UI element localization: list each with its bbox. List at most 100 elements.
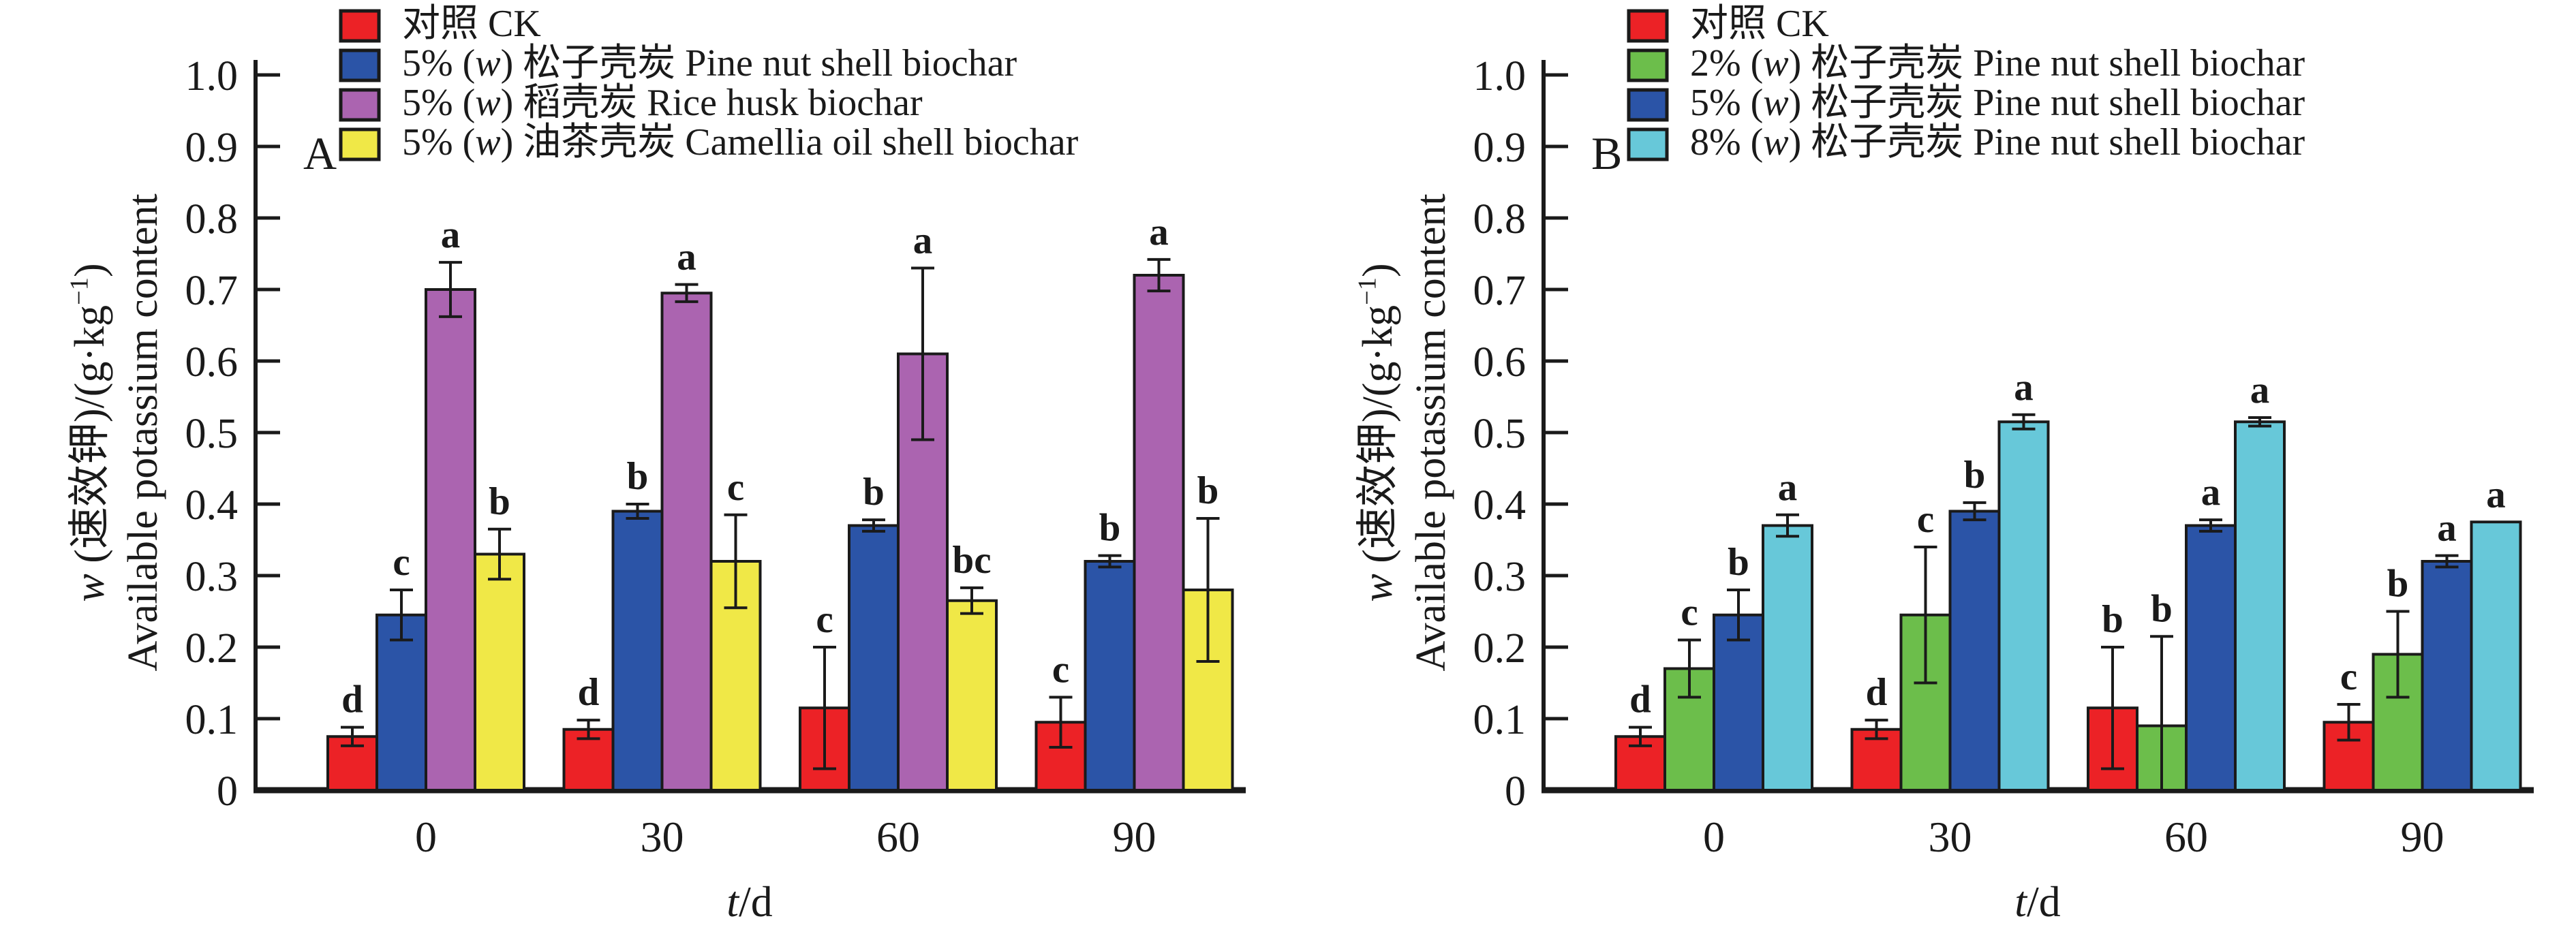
bar-s3-c0 xyxy=(474,552,525,792)
x-tick-label: 60 xyxy=(2164,813,2208,861)
legend-label: 对照 CK xyxy=(402,3,541,45)
sig-letter: a xyxy=(1778,466,1798,509)
y-tick-label: 0 xyxy=(1505,768,1526,815)
y-tick-label: 0.5 xyxy=(1473,411,1527,457)
y-tick-label: 0.9 xyxy=(1473,125,1527,171)
sig-letter: d xyxy=(341,678,363,721)
panel-label: B xyxy=(1591,127,1622,179)
x-tick-label: 0 xyxy=(415,813,437,861)
y-tick-label: 0.8 xyxy=(1473,196,1527,243)
y-tick-label: 1.0 xyxy=(1473,53,1527,99)
y-tick-label: 0.8 xyxy=(185,196,239,243)
legend-swatch xyxy=(339,88,381,122)
y-tick-label: 0.9 xyxy=(185,125,239,171)
sig-letter: a xyxy=(2250,369,2270,411)
legend-swatch xyxy=(1627,127,1669,161)
sig-letter: b xyxy=(2151,587,2173,630)
y-tick-label: 1.0 xyxy=(185,53,239,99)
sig-letter: a xyxy=(2437,507,2457,550)
y-tick-label: 0.7 xyxy=(185,268,239,314)
y-tick-label: 0.3 xyxy=(1473,554,1527,600)
legend-label: 5% (w) 松子壳炭 Pine nut shell biochar xyxy=(402,42,1017,84)
sig-letter: c xyxy=(1917,498,1934,541)
bar-s3-c2 xyxy=(2234,420,2286,792)
bar-s3-c3 xyxy=(1182,589,1234,792)
chart-svg-A: 0 0.1 0.2 0.3 0.4 0.5 0.6 0.7 0.8 0.9 1.0 Aw (速效钾)/… xyxy=(65,3,1246,926)
y-tick-label: 0.6 xyxy=(185,339,239,386)
bar-s2-c0 xyxy=(425,288,476,792)
bar-s3-c3 xyxy=(2470,520,2522,792)
y-tick-label: 0.4 xyxy=(185,482,239,529)
sig-letter: b xyxy=(489,480,510,523)
sig-letter: bc xyxy=(953,539,992,582)
y-axis-label-line2: Available potassium content xyxy=(120,193,166,671)
bar-s3-c0 xyxy=(1762,524,1813,792)
bar-s1-c1 xyxy=(611,510,664,792)
y-tick-label: 0.1 xyxy=(1473,697,1527,743)
legend-swatch xyxy=(339,48,381,82)
bar-s2-c1 xyxy=(660,292,713,792)
bar-s3-c2 xyxy=(946,599,998,792)
bar-s2-c3 xyxy=(1133,274,1185,792)
bar-s3-c1 xyxy=(1997,420,2050,792)
legend-swatch xyxy=(1627,9,1669,43)
sig-letter: b xyxy=(1099,507,1121,550)
legend-label: 5% (w) 稻壳炭 Rice husk biochar xyxy=(402,82,923,124)
sig-letter: b xyxy=(1964,454,1986,497)
sig-letter: c xyxy=(816,598,833,641)
sig-letter: c xyxy=(393,541,410,584)
sig-letter: c xyxy=(1681,591,1698,634)
sig-letter: c xyxy=(1052,648,1069,691)
bar-s2-c2 xyxy=(2185,524,2237,792)
x-tick-label: 0 xyxy=(1703,813,1725,861)
sig-letter: a xyxy=(2014,366,2034,409)
bar-s2-c1 xyxy=(1948,510,2001,792)
y-tick-label: 0.5 xyxy=(185,411,239,457)
sig-letter: b xyxy=(1197,469,1219,512)
legend-label: 2% (w) 松子壳炭 Pine nut shell biochar xyxy=(1690,42,2305,84)
sig-letter: c xyxy=(2340,655,2357,698)
chart-svg-B: 0 0.1 0.2 0.3 0.4 0.5 0.6 0.7 0.8 0.9 1.0 Bw (速效钾)/… xyxy=(1353,3,2534,926)
y-tick-label: 0.7 xyxy=(1473,268,1527,314)
sig-letter: b xyxy=(627,455,649,498)
sig-letter: a xyxy=(2201,471,2221,514)
x-axis-label: t/d xyxy=(726,877,773,926)
y-tick-label: 0.2 xyxy=(185,625,239,672)
y-tick-label: 0 xyxy=(217,768,238,815)
sig-letter: c xyxy=(727,466,744,509)
panel-label: A xyxy=(303,127,337,179)
legend-swatch xyxy=(1627,88,1669,122)
bar-s1-c3 xyxy=(1084,560,1136,792)
bar-s2-c3 xyxy=(2421,560,2473,792)
legend-label: 5% (w) 油茶壳炭 Camellia oil shell biochar xyxy=(402,121,1079,163)
legend-label: 对照 CK xyxy=(1690,3,1829,45)
y-axis-label-line1: w (速效钾)/(g·kg−1) xyxy=(1353,263,1401,601)
y-tick-label: 0.3 xyxy=(185,554,239,600)
legend-swatch xyxy=(1627,48,1669,82)
sig-letter: b xyxy=(2102,598,2123,641)
sig-letter: b xyxy=(2387,563,2409,606)
bar-s0-c0 xyxy=(1614,735,1666,792)
legend-label: 5% (w) 松子壳炭 Pine nut shell biochar xyxy=(1690,82,2305,124)
y-tick-label: 0.4 xyxy=(1473,482,1527,529)
sig-letter: a xyxy=(2486,473,2506,516)
legend-swatch xyxy=(339,9,381,43)
legend-swatch xyxy=(339,127,381,161)
x-tick-label: 90 xyxy=(2401,813,2444,861)
sig-letter: a xyxy=(441,213,461,256)
sig-letter: a xyxy=(677,236,696,279)
sig-letter: d xyxy=(1629,678,1651,721)
sig-letter: d xyxy=(1866,671,1888,714)
sig-letter: d xyxy=(578,671,600,714)
x-tick-label: 30 xyxy=(641,813,684,861)
x-axis-label: t/d xyxy=(2014,877,2061,926)
sig-letter: a xyxy=(913,219,933,262)
bar-s1-c2 xyxy=(848,524,900,792)
x-tick-label: 30 xyxy=(1929,813,1972,861)
x-tick-label: 60 xyxy=(876,813,920,861)
legend-label: 8% (w) 松子壳炭 Pine nut shell biochar xyxy=(1690,121,2305,163)
sig-letter: a xyxy=(1149,210,1169,253)
